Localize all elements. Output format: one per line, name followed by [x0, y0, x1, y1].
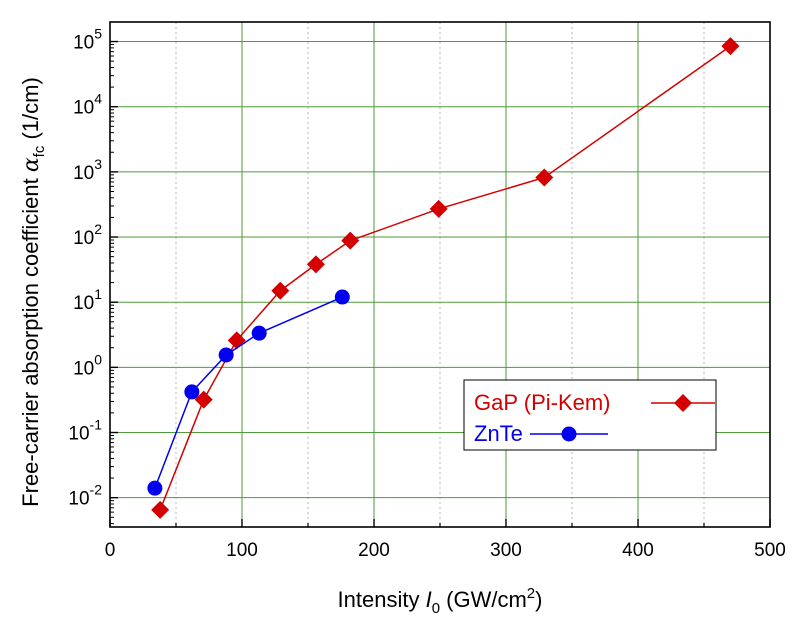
- data-point-diamond: [535, 168, 554, 187]
- axis-ticks: [109, 40, 771, 527]
- data-point-diamond: [429, 199, 448, 218]
- legend-marker-circle: [561, 426, 577, 442]
- grid-lines: [110, 22, 770, 527]
- x-tick-label: 100: [226, 540, 258, 561]
- y-tick-label: 102: [73, 221, 102, 249]
- x-tick-label: 500: [754, 540, 786, 561]
- data-point-circle: [334, 289, 350, 305]
- y-tick-label: 100: [73, 351, 102, 379]
- y-tick-label: 101: [73, 286, 102, 314]
- legend-entry-gap: GaP (Pi-Kem): [474, 390, 715, 415]
- y-tick-label: 104: [73, 91, 102, 119]
- y-tick-label: 10-1: [68, 417, 102, 445]
- data-point-diamond: [194, 390, 213, 409]
- series-layer: [147, 37, 740, 519]
- data-point-circle: [218, 347, 234, 363]
- legend-entry-znte: ZnTe: [474, 421, 608, 446]
- y-tick-label: 103: [73, 156, 102, 184]
- legend: GaP (Pi-Kem) ZnTe: [463, 379, 717, 451]
- data-point-diamond: [721, 37, 740, 56]
- legend-box: [463, 379, 717, 451]
- series-znte: [147, 289, 350, 496]
- y-tick-labels: 10-2 10-1 100 101 102 103 104 105: [68, 26, 102, 510]
- y-axis-title: Free-carrier absorption coefficient αfc …: [18, 77, 48, 507]
- x-tick-labels: 0 100 200 300 400 500: [105, 540, 786, 561]
- y-tick-label: 105: [73, 26, 102, 54]
- x-tick-label: 200: [358, 540, 390, 561]
- x-axis-title: Intensity I0 (GW/cm2): [338, 585, 543, 617]
- y-tick-label: 10-2: [68, 482, 102, 510]
- data-point-circle: [184, 384, 200, 400]
- data-point-diamond: [341, 231, 360, 250]
- data-point-diamond: [271, 281, 290, 300]
- x-tick-label: 0: [105, 540, 116, 561]
- x-tick-label: 300: [490, 540, 522, 561]
- data-point-diamond: [151, 500, 170, 519]
- legend-marker-diamond: [674, 394, 692, 412]
- data-point-diamond: [306, 255, 325, 274]
- series-gap: [151, 37, 740, 519]
- legend-label-znte: ZnTe: [474, 421, 523, 446]
- legend-label-gap: GaP (Pi-Kem): [474, 390, 611, 415]
- data-point-circle: [251, 325, 267, 341]
- data-point-circle: [147, 480, 163, 496]
- x-tick-label: 400: [622, 540, 654, 561]
